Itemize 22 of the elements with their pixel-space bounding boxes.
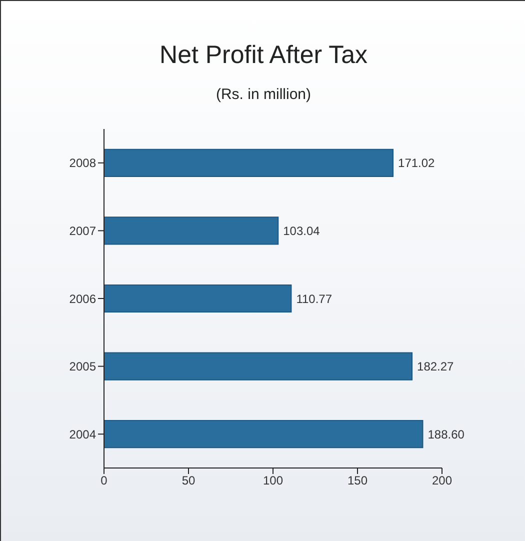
y-tick-label: 2005 — [69, 360, 96, 374]
bar — [104, 352, 413, 380]
bar — [104, 148, 394, 177]
y-tick-label: 2004 — [69, 427, 96, 442]
bar — [104, 216, 279, 245]
chart-title: Net Profit After Tax — [158, 41, 368, 70]
x-tick-label: 50 — [182, 474, 196, 488]
x-tick-label: 0 — [100, 474, 108, 488]
x-tick-label: 150 — [347, 474, 368, 488]
chart-subtitle: (Rs. in million) — [214, 86, 312, 103]
bar — [104, 284, 292, 313]
bar — [104, 420, 424, 448]
x-tick-label: 100 — [262, 474, 284, 488]
data-label: 171.02 — [398, 156, 436, 170]
data-label: 103.04 — [283, 224, 320, 238]
data-label: 110.77 — [296, 292, 332, 306]
y-tick-label: 2007 — [69, 224, 96, 238]
data-label: 188.60 — [428, 427, 465, 442]
x-tick-label: 200 — [432, 474, 452, 488]
y-tick-label: 2006 — [69, 292, 96, 306]
y-tick-label: 2008 — [69, 156, 96, 170]
data-label: 182.27 — [417, 360, 454, 374]
